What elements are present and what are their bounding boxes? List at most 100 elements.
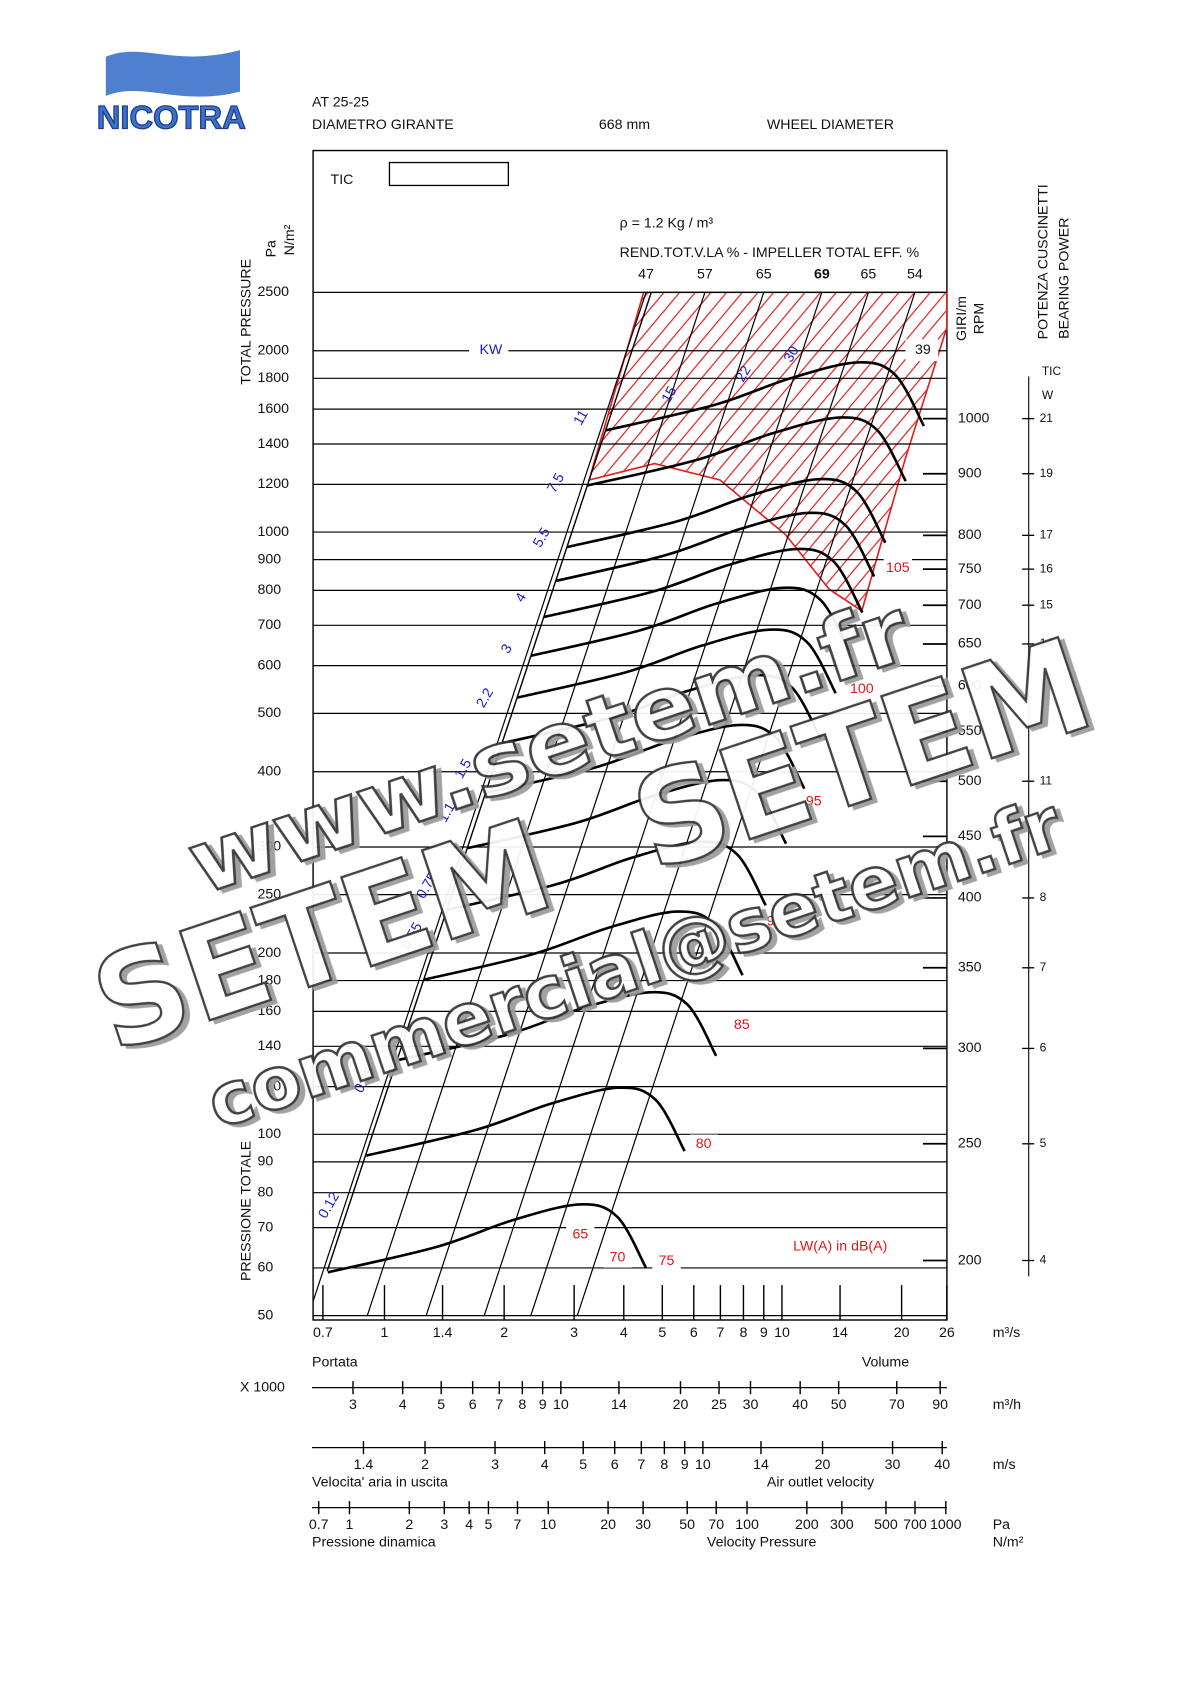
noise-label: 85	[734, 1017, 750, 1033]
fan-curve	[447, 840, 767, 912]
bearing-power-unit: W	[1042, 388, 1054, 402]
efficiency-label: 65	[756, 267, 772, 283]
scale-unit: m³/h	[993, 1397, 1021, 1413]
fan-curve	[587, 416, 907, 487]
scale-tick-label: 30	[885, 1457, 901, 1473]
scale-tick-label: 20	[815, 1457, 831, 1473]
scale-prefix: X 1000	[240, 1379, 285, 1395]
scale-tick-label: 30	[635, 1517, 651, 1533]
scale-tick-label: 25	[711, 1397, 727, 1413]
y2-tick-label: 600	[958, 678, 982, 694]
logo-wave	[105, 50, 241, 97]
noise-label: 90	[767, 914, 783, 930]
noise-label: 65	[572, 1227, 588, 1243]
noise-title: LW(A) in dB(A)	[793, 1239, 887, 1255]
y2-tick-label: 800	[958, 527, 982, 543]
bearing-power-label: 14	[1040, 636, 1054, 650]
bearing-power-label: 6	[1040, 1041, 1047, 1055]
y2-tick-label: 1000	[958, 410, 990, 426]
scale-caption: Air outlet velocity	[767, 1474, 875, 1490]
scale-tick-label: 8	[660, 1457, 668, 1473]
scale-tick-label: 70	[708, 1517, 724, 1533]
scale-tick-label: 50	[831, 1397, 847, 1413]
y-tick-label: 1200	[257, 476, 289, 492]
noise-label-bg	[727, 1015, 756, 1036]
scale-tick-label: 9	[681, 1457, 689, 1473]
scale-tick-label: 90	[932, 1397, 948, 1413]
bearing-power-label: 16	[1040, 561, 1054, 575]
y-tick-label: 900	[257, 551, 281, 567]
efficiency-label: 54	[907, 267, 923, 283]
x-tick-label: 26	[939, 1325, 955, 1341]
x-tick-label: 8	[739, 1325, 747, 1341]
y-tick-label: 60	[257, 1260, 273, 1276]
noise-label: 75	[659, 1253, 675, 1269]
x-tick-label: 1.4	[433, 1325, 453, 1341]
x-axis-title: Portata	[312, 1354, 358, 1370]
y2-tick-label: 400	[958, 890, 982, 906]
x-tick-label: 9	[760, 1325, 768, 1341]
scale-tick-label: 1.4	[354, 1457, 374, 1473]
noise-label-bg	[603, 1248, 632, 1268]
x-tick-label: 0.7	[313, 1325, 333, 1341]
scale-tick-label: 8	[518, 1397, 526, 1413]
y-tick-label: 140	[257, 1038, 281, 1054]
model: AT 25-25	[312, 94, 369, 110]
fan-curve	[543, 547, 864, 619]
x-tick-label: 6	[690, 1325, 698, 1341]
power-label: 0.12	[315, 1189, 343, 1221]
noise-label-bg	[652, 1251, 681, 1271]
y2-tick-label: 450	[958, 828, 982, 844]
efficiency-label: 65	[861, 267, 877, 283]
diameter-label: DIAMETRO GIRANTE	[312, 117, 454, 133]
efficiency-label: 47	[638, 267, 654, 283]
scale-tick-label: 1	[346, 1517, 354, 1533]
y2-tick-label: 700	[958, 597, 982, 613]
y-tick-label: 500	[257, 705, 281, 721]
scale-tick-label: 10	[695, 1457, 711, 1473]
scale-caption: Velocity Pressure	[707, 1534, 817, 1550]
y-tick-label: 50	[257, 1307, 273, 1323]
scale-tick-label: 4	[541, 1457, 549, 1473]
scale-tick-label: 500	[874, 1517, 898, 1533]
y-tick-label: 400	[257, 763, 281, 779]
y-tick-label: 700	[257, 617, 281, 633]
boundary-line	[326, 292, 652, 1272]
efficiency-line	[313, 292, 647, 1304]
scale-tick-label: 300	[830, 1517, 854, 1533]
scale-tick-label: 10	[553, 1397, 569, 1413]
scale-tick-label: 30	[743, 1397, 759, 1413]
power-peak-label: 39	[915, 342, 931, 358]
y2-tick-label: 650	[958, 636, 982, 652]
fan-curve	[467, 778, 788, 850]
y-tick-label: 70	[257, 1219, 273, 1235]
scale-unit: N/m²	[993, 1534, 1024, 1550]
efficiency-label: 57	[697, 267, 713, 283]
bearing-power-title: POTENZA CUSCINETTI	[1036, 184, 1052, 339]
scale-tick-label: 40	[792, 1397, 808, 1413]
scale-tick-label: 2	[421, 1457, 429, 1473]
plot-layer	[312, 291, 1035, 1515]
bearing-power-label: 15	[1040, 597, 1054, 611]
fan-curve	[502, 673, 822, 745]
y-axis-unit: Pa	[263, 240, 279, 257]
scale-tick-label: 50	[679, 1517, 695, 1533]
logo: NICOTRA	[97, 99, 246, 136]
x-axis-unit: m³/s	[993, 1325, 1021, 1341]
y-tick-label: 600	[257, 657, 281, 673]
y-axis-unit: N/m²	[282, 224, 298, 255]
y-tick-label: 80	[257, 1184, 273, 1200]
tic-input-box	[388, 161, 510, 187]
efficiency-line	[530, 292, 869, 1316]
y-tick-label: 300	[257, 839, 281, 855]
fan-curve	[517, 628, 837, 699]
kw-label-bg	[469, 339, 509, 362]
scale-tick-label: 6	[469, 1397, 477, 1413]
noise-label-bg	[883, 558, 912, 579]
power-label: 15	[659, 384, 681, 406]
y-axis-title: TOTAL PRESSURE	[238, 259, 254, 385]
diameter: 668 mm	[599, 117, 650, 133]
power-label: 3	[498, 641, 516, 656]
y2-tick-label: 250	[958, 1136, 982, 1152]
